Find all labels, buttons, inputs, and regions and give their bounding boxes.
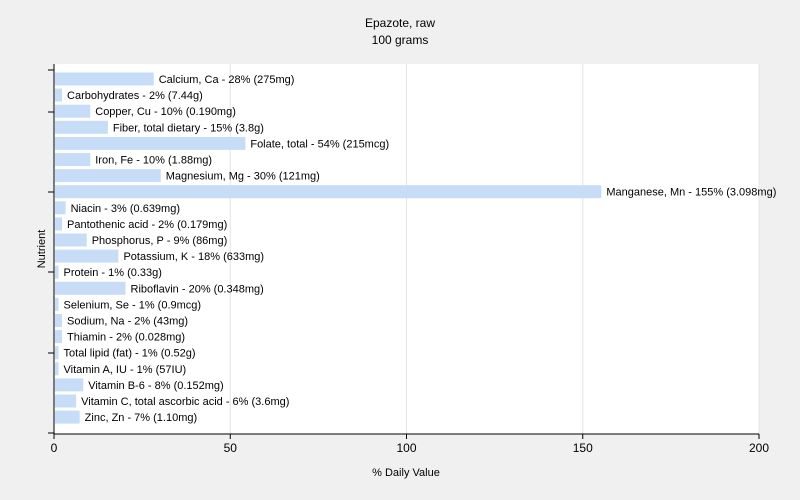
bar <box>55 394 77 408</box>
bar-label: Phosphorus, P - 9% (86mg) <box>92 235 228 247</box>
bar-label: Calcium, Ca - 28% (275mg) <box>159 74 295 86</box>
bar <box>55 120 108 134</box>
axes <box>48 64 760 439</box>
bar-label: Potassium, K - 18% (633mg) <box>123 251 264 263</box>
bar-label: Pantothenic acid - 2% (0.179mg) <box>67 219 227 231</box>
bar-label: Fiber, total dietary - 15% (3.8g) <box>113 122 264 134</box>
bar <box>55 185 602 199</box>
bar-label: Vitamin C, total ascorbic acid - 6% (3.6… <box>81 396 289 408</box>
bar <box>55 314 63 327</box>
bar-label: Folate, total - 54% (215mcg) <box>250 138 389 150</box>
bar <box>55 330 63 344</box>
bars <box>55 72 602 424</box>
bar <box>55 249 119 263</box>
bar-label: Copper, Cu - 10% (0.190mg) <box>95 106 236 118</box>
bar-label: Niacin - 3% (0.639mg) <box>71 203 180 215</box>
bar-label: Sodium, Na - 2% (43mg) <box>67 316 188 328</box>
bar-labels: Calcium, Ca - 28% (275mg) Carbohydrates -… <box>64 74 777 424</box>
x-tick-label: 100 <box>396 441 416 455</box>
bar <box>55 104 91 118</box>
bar <box>55 378 84 392</box>
bar <box>55 281 126 295</box>
bar <box>55 410 80 424</box>
bar <box>55 72 154 86</box>
gridlines <box>229 64 760 434</box>
bar-label: Thiamin - 2% (0.028mg) <box>67 332 185 344</box>
bar-label: Riboflavin - 20% (0.348mg) <box>131 283 264 295</box>
bar-label: Carbohydrates - 2% (7.44g) <box>67 90 203 102</box>
x-tick-label: 0 <box>51 441 58 455</box>
bar <box>55 169 161 183</box>
bar-label: Total lipid (fat) - 1% (0.52g) <box>64 348 196 360</box>
bar-label: Iron, Fe - 10% (1.88mg) <box>95 155 212 167</box>
bar-label: Vitamin B-6 - 8% (0.152mg) <box>88 380 224 392</box>
bar <box>55 265 59 279</box>
bar <box>55 217 63 231</box>
x-tick-label: 50 <box>224 441 238 455</box>
bar-label: Zinc, Zn - 7% (1.10mg) <box>85 412 197 424</box>
bar <box>55 362 59 376</box>
bar <box>55 233 87 247</box>
bar-label: Vitamin A, IU - 1% (57IU) <box>64 364 187 376</box>
x-tick-label: 150 <box>573 441 593 455</box>
y-axis-label: Nutrient <box>36 230 48 269</box>
bar <box>55 153 91 166</box>
chart-title: Epazote, raw <box>365 16 435 30</box>
bar-label: Protein - 1% (0.33g) <box>64 267 162 279</box>
bar <box>55 201 66 215</box>
bar <box>55 88 63 102</box>
x-tick-labels: 0 50 100 150 200 <box>51 441 770 455</box>
bar <box>55 297 59 311</box>
bar-label: Magnesium, Mg - 30% (121mg) <box>166 171 320 183</box>
x-tick-label: 200 <box>749 441 769 455</box>
bar <box>55 346 59 360</box>
x-axis-label: % Daily Value <box>372 467 440 479</box>
bar-label: Selenium, Se - 1% (0.9mcg) <box>64 299 202 311</box>
chart-subtitle: 100 grams <box>372 33 429 47</box>
bar-label: Manganese, Mn - 155% (3.098mg) <box>606 187 776 199</box>
bar <box>55 136 246 150</box>
